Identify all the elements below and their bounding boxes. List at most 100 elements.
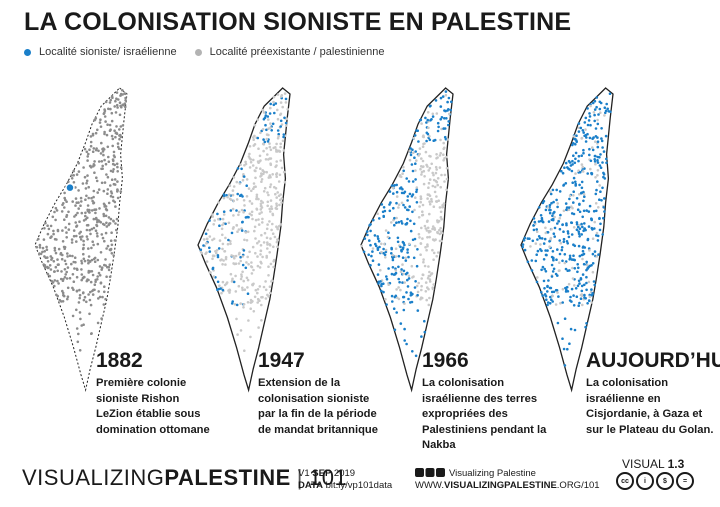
locality-dot (241, 178, 245, 182)
locality-dot (438, 154, 442, 157)
locality-dot (283, 92, 287, 95)
data-link[interactable]: bit.ly/vp101data (325, 480, 393, 491)
locality-dot (378, 217, 381, 220)
locality-dot (585, 136, 588, 139)
locality-dot (84, 211, 87, 215)
locality-dot (578, 301, 581, 305)
locality-dot (443, 180, 446, 183)
locality-dot (234, 274, 237, 278)
locality-dot (450, 100, 453, 104)
locality-dot (600, 137, 603, 140)
locality-dot (264, 158, 268, 161)
locality-dot (73, 267, 76, 270)
locality-dot (64, 226, 67, 229)
website-suffix: .ORG/101 (556, 480, 600, 491)
locality-dot (96, 234, 99, 238)
locality-dot (550, 255, 554, 259)
locality-dot (581, 273, 585, 276)
locality-dot (271, 173, 275, 176)
locality-dot (106, 188, 110, 191)
locality-dot (88, 228, 91, 232)
locality-dot (443, 127, 447, 130)
locality-dot (66, 252, 69, 255)
locality-dot (421, 210, 424, 213)
locality-dot (565, 206, 569, 209)
locality-dot (279, 223, 283, 226)
locality-dot (425, 220, 429, 223)
locality-dot (261, 295, 264, 299)
locality-dot (393, 223, 396, 227)
locality-dot (72, 280, 76, 284)
locality-dot (546, 231, 550, 234)
locality-dot (422, 258, 425, 261)
locality-dot (591, 228, 594, 231)
locality-dot (558, 190, 562, 193)
website-line[interactable]: WWW.VISUALIZINGPALESTINE.ORG/101 (415, 480, 600, 492)
locality-dot (551, 294, 554, 298)
locality-dot (205, 237, 209, 241)
locality-dot (237, 228, 241, 231)
locality-dot (92, 243, 95, 247)
locality-dot (276, 191, 280, 194)
locality-dot (256, 118, 260, 121)
locality-dot (77, 201, 80, 204)
locality-dot (246, 301, 250, 304)
locality-dot (397, 297, 401, 301)
locality-dot (587, 280, 591, 284)
locality-dot (102, 303, 106, 306)
locality-dot (546, 285, 549, 289)
locality-dot (568, 254, 572, 258)
locality-dot (428, 296, 431, 300)
locality-dot (60, 257, 64, 261)
locality-dot (224, 257, 228, 261)
locality-dot (420, 284, 423, 288)
locality-dot (87, 278, 90, 282)
locality-dot (72, 234, 76, 238)
locality-dot (279, 101, 283, 104)
locality-dot (95, 224, 99, 228)
locality-dot (97, 149, 100, 153)
locality-dot (248, 212, 252, 216)
locality-dot (578, 183, 581, 187)
locality-dot (64, 273, 67, 276)
social-media-icons[interactable] (415, 468, 445, 480)
locality-dot (114, 222, 117, 225)
locality-dot (405, 291, 408, 294)
locality-dot (86, 174, 89, 177)
locality-dot (248, 199, 252, 203)
locality-dot (420, 157, 423, 160)
locality-dot (580, 186, 584, 190)
locality-dot (112, 199, 115, 202)
locality-dot (70, 241, 74, 244)
locality-dot (54, 218, 57, 222)
locality-dot (106, 123, 109, 126)
locality-dot (244, 160, 247, 164)
locality-dot (215, 249, 219, 252)
locality-dot (429, 119, 432, 122)
locality-dot (580, 284, 584, 288)
locality-dot (581, 129, 585, 132)
locality-dot (601, 233, 604, 236)
locality-dot (367, 253, 371, 256)
locality-dot (109, 98, 112, 102)
locality-dot (585, 281, 588, 285)
locality-dot (559, 241, 563, 245)
locality-dot (426, 276, 430, 280)
locality-dot (74, 204, 77, 207)
locality-dot (380, 289, 383, 293)
locality-dot (261, 201, 265, 204)
locality-dot (413, 286, 417, 289)
locality-dot (257, 326, 260, 329)
locality-dot (223, 250, 226, 253)
locality-dot (394, 247, 398, 250)
locality-dot (577, 130, 581, 133)
locality-dot (562, 240, 566, 244)
locality-dot (560, 246, 564, 249)
locality-dot (588, 112, 591, 115)
locality-dot (430, 200, 434, 203)
locality-dot (423, 330, 427, 334)
locality-dot (420, 288, 423, 292)
locality-dot (268, 243, 272, 247)
locality-dot (277, 132, 281, 136)
locality-dot (399, 322, 403, 325)
